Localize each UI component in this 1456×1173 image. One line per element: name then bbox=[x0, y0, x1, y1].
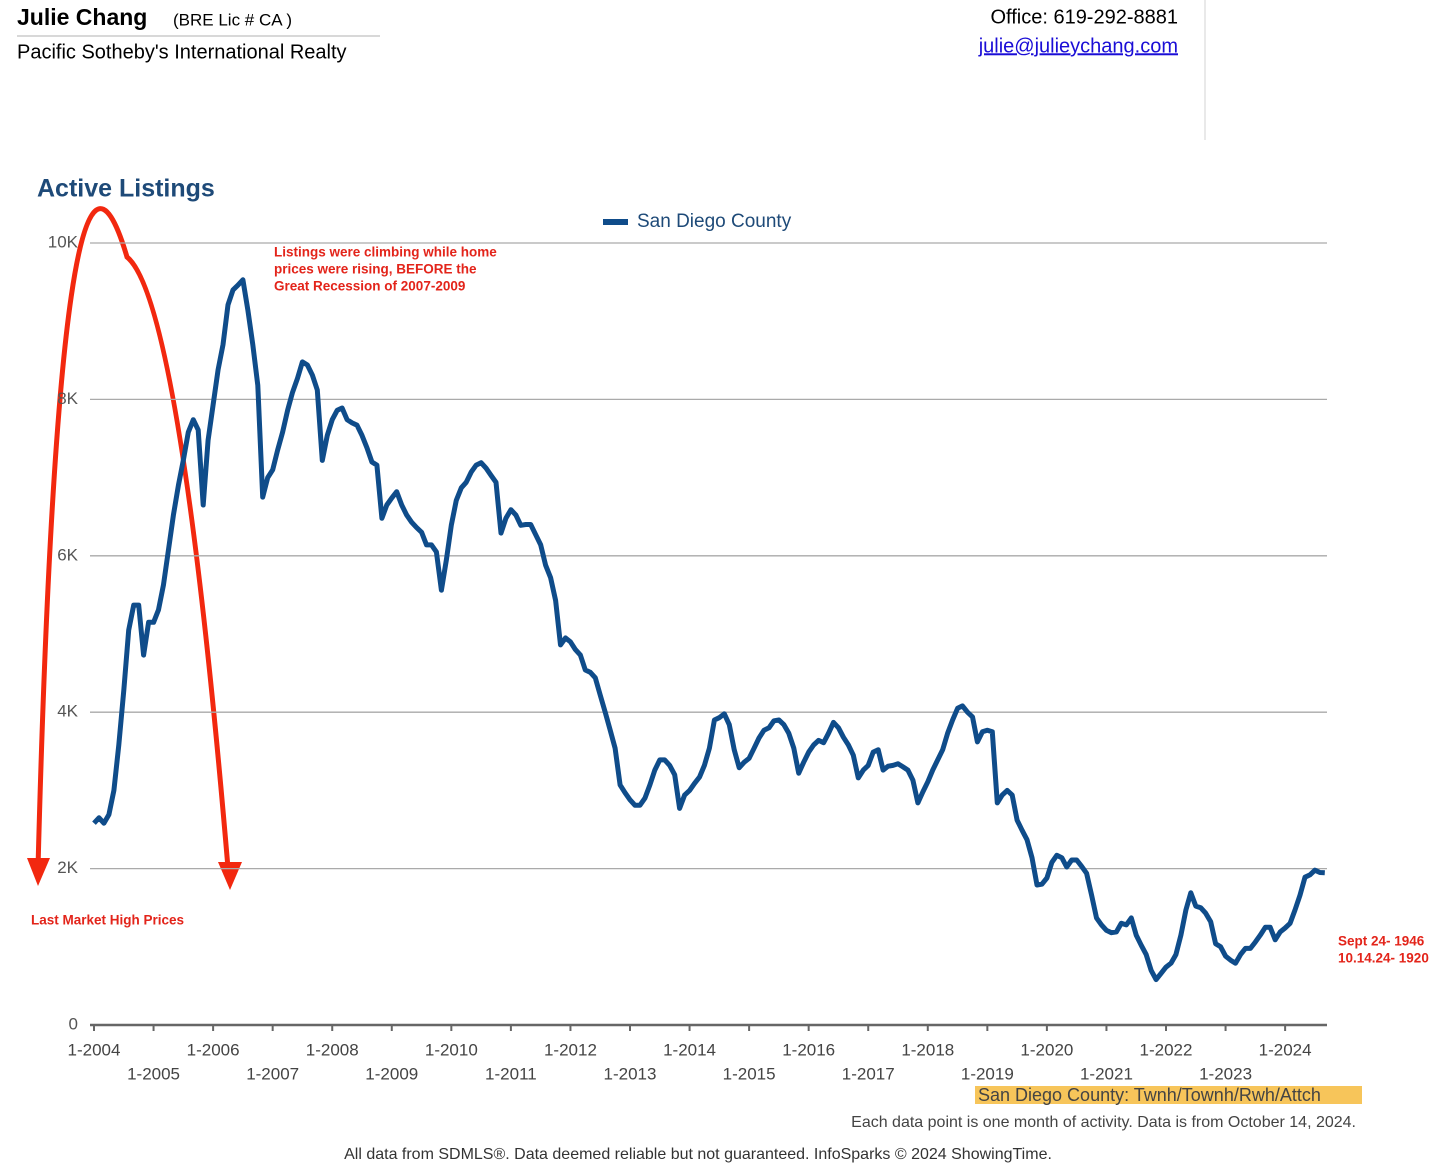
x-tick-label: 1-2010 bbox=[425, 1040, 478, 1059]
y-tick-label: 8K bbox=[57, 389, 78, 408]
annotation: Sept 24- 1946 bbox=[1338, 934, 1425, 949]
series-line bbox=[92, 277, 1325, 983]
annotations: Listings were climbing while home prices… bbox=[31, 245, 1429, 966]
subtitle: San Diego County: Twnh/Townh/Rwh/Attch bbox=[978, 1085, 1321, 1105]
company: Pacific Sotheby's International Realty bbox=[17, 41, 347, 63]
x-tick-label: 1-2021 bbox=[1080, 1064, 1133, 1083]
x-tick-label: 1-2004 bbox=[68, 1040, 121, 1059]
source: All data from SDMLS®. Data deemed reliab… bbox=[344, 1146, 1052, 1163]
x-tick-label: 1-2017 bbox=[842, 1064, 895, 1083]
chart-title: Active Listings bbox=[37, 175, 215, 203]
highlight bbox=[975, 1086, 1362, 1104]
x-tick-label: 1-2014 bbox=[663, 1040, 716, 1059]
x-tick-label: 1-2020 bbox=[1020, 1040, 1073, 1059]
arrow-arc bbox=[35, 206, 231, 869]
office: Office: 619-292-8881 bbox=[990, 6, 1178, 28]
x-tick-label: 1-2011 bbox=[485, 1064, 537, 1083]
annotation: prices were rising, BEFORE the bbox=[274, 262, 477, 277]
x-tick-label: 1-2024 bbox=[1259, 1040, 1312, 1059]
x-tick-label: 1-2008 bbox=[306, 1040, 359, 1059]
y-tick-label: 10K bbox=[48, 232, 79, 251]
legend-label: San Diego County bbox=[637, 211, 792, 232]
y-tick-label: 2K bbox=[57, 858, 78, 877]
x-tick-label: 1-2016 bbox=[782, 1040, 835, 1059]
footnote: Each data point is one month of activity… bbox=[851, 1114, 1356, 1131]
annotation: Listings were climbing while home bbox=[274, 245, 497, 260]
x-tick-label: 1-2005 bbox=[127, 1064, 180, 1083]
x-tick-label: 1-2012 bbox=[544, 1040, 597, 1059]
x-tick-label: 1-2006 bbox=[187, 1040, 240, 1059]
arrow-head bbox=[218, 862, 242, 890]
license: (BRE Lic # CA ) bbox=[173, 10, 292, 29]
x-tick-label: 1-2019 bbox=[961, 1064, 1014, 1083]
y-tick-label: 6K bbox=[57, 545, 78, 564]
x-tick-label: 1-2018 bbox=[901, 1040, 954, 1059]
annotation: 10.14.24- 1920 bbox=[1338, 951, 1429, 966]
y-tick-label: 0 bbox=[69, 1014, 78, 1033]
y-tick-label: 4K bbox=[57, 702, 78, 721]
x-tick-label: 1-2023 bbox=[1199, 1064, 1252, 1083]
x-tick-label: 1-2007 bbox=[246, 1064, 299, 1083]
x-tick-label: 1-2009 bbox=[365, 1064, 418, 1083]
arrow-head bbox=[27, 858, 50, 886]
x-tick-label: 1-2015 bbox=[723, 1064, 776, 1083]
x-tick-label: 1-2022 bbox=[1140, 1040, 1193, 1059]
annotation: Great Recession of 2007-2009 bbox=[274, 279, 465, 294]
x-tick-label: 1-2013 bbox=[604, 1064, 657, 1083]
agent-name: Julie Chang bbox=[17, 4, 147, 30]
email-link[interactable]: julie@julieychang.com bbox=[978, 35, 1178, 57]
annotation: Last Market High Prices bbox=[31, 913, 184, 928]
